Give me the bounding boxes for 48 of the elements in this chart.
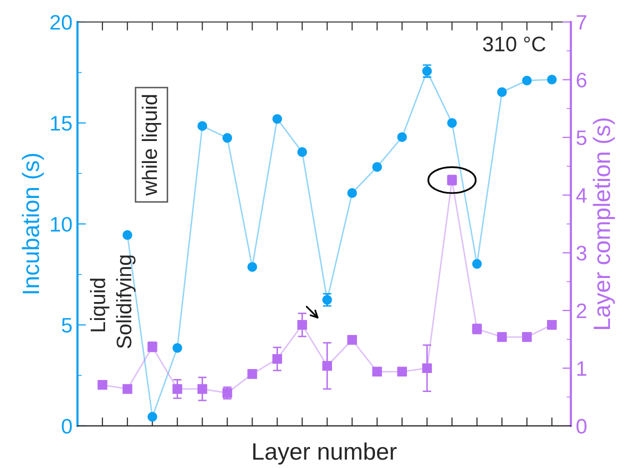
y2-tick-label: 1: [577, 361, 586, 376]
point: [347, 188, 357, 198]
annotation: Liquid: [90, 278, 110, 332]
point: [547, 320, 557, 330]
y2-tick-label: 4: [576, 188, 587, 203]
y-tick-label: 20: [50, 14, 72, 30]
point: [397, 132, 407, 142]
y-tick-label: 5: [62, 318, 72, 333]
annotation: while liquid: [142, 95, 162, 196]
annotation: Solidifying: [116, 256, 136, 348]
y2-tick-label: 3: [576, 246, 586, 261]
point: [372, 366, 382, 377]
y2-tick-label: 0: [576, 418, 586, 434]
point: [197, 121, 208, 131]
point: [547, 74, 557, 84]
point: [272, 354, 282, 364]
y2-axis-title: Layer completion (s): [592, 118, 615, 329]
y-tick-label: 10: [51, 216, 72, 232]
point: [397, 366, 407, 377]
point: [447, 118, 457, 128]
point: [422, 363, 432, 374]
y-tick-label: 0: [62, 418, 72, 434]
point: [297, 147, 308, 157]
point: [98, 380, 108, 390]
y2-tick-label: 5: [576, 130, 586, 146]
x-axis-title: Layer number: [253, 442, 397, 465]
y-axis-title: Incubation (s): [22, 154, 44, 294]
point: [197, 384, 208, 394]
y-tick-label: 15: [51, 116, 72, 131]
point: [148, 412, 158, 422]
point: [297, 320, 308, 330]
point: [247, 262, 258, 272]
point: [222, 133, 232, 143]
point: [472, 259, 482, 269]
annotation: 310 °C: [483, 36, 546, 52]
point: [347, 335, 357, 345]
point: [497, 87, 507, 97]
point: [322, 361, 332, 371]
y2-tick-label: 2: [576, 303, 586, 318]
point: [522, 76, 532, 86]
point: [272, 114, 282, 124]
point: [172, 384, 182, 394]
y2-tick-label: 6: [576, 72, 586, 88]
point: [122, 384, 132, 394]
point: [372, 162, 382, 172]
point: [172, 343, 182, 353]
point: [122, 230, 132, 240]
y2-tick-label: 7: [576, 15, 586, 30]
